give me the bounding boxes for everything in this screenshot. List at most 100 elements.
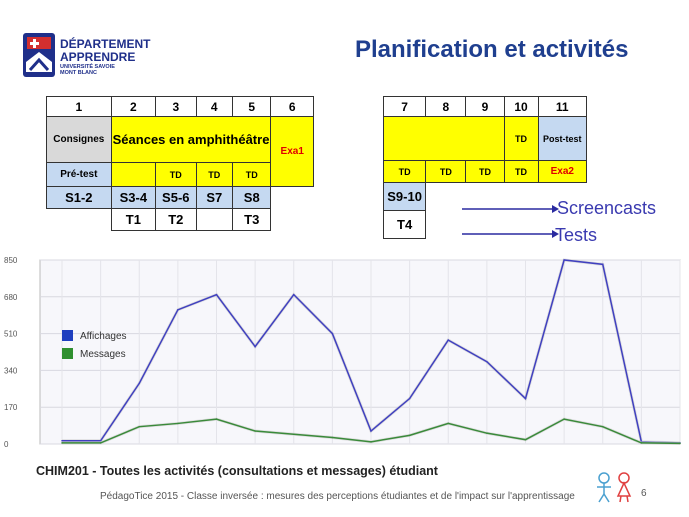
- empty-cell: [383, 116, 505, 161]
- test-cell: T2: [155, 208, 197, 231]
- session-cell: S3-4: [110, 186, 157, 209]
- arrows: [462, 205, 559, 238]
- data-point: [486, 360, 488, 363]
- td-cell: TD: [503, 160, 539, 183]
- data-point: [679, 442, 681, 445]
- data-point: [215, 293, 218, 296]
- legend-label: Messages: [80, 349, 126, 360]
- posttest-cell: Post-test: [537, 116, 588, 161]
- exa2-cell: Exa2: [537, 160, 588, 183]
- data-point: [61, 439, 63, 442]
- data-point: [254, 430, 256, 432]
- session-cell: S9-10: [382, 182, 427, 211]
- empty-cell: [271, 187, 314, 209]
- logo-line3: UNIVERSITÉ SAVOIE: [60, 64, 115, 70]
- arrow-right-icon: [552, 230, 559, 238]
- test-cell: T3: [232, 208, 272, 231]
- col-header: 6: [270, 96, 314, 117]
- exa1-cell: Exa1: [270, 116, 314, 187]
- data-point: [524, 438, 527, 441]
- empty-cell: [110, 162, 157, 187]
- data-point: [408, 397, 411, 400]
- kids-icon: [597, 472, 632, 503]
- plot-area: [39, 259, 681, 445]
- activity-chart: 850 680 510 340 170 0 Affichages Messages: [4, 256, 681, 449]
- data-point: [331, 332, 334, 335]
- test-cell: [195, 208, 234, 231]
- data-point: [215, 418, 218, 420]
- y-tick-label: 510: [4, 330, 18, 339]
- empty-cell: [271, 209, 314, 231]
- data-point: [640, 442, 643, 444]
- col-header: 5: [232, 96, 272, 117]
- data-point: [486, 432, 488, 434]
- y-tick-label: 0: [4, 440, 9, 449]
- logo-line1: DÉPARTEMENT: [60, 37, 151, 51]
- data-point: [177, 308, 179, 311]
- col-header: 8: [425, 96, 467, 117]
- screencasts-label: Screencasts: [557, 198, 657, 218]
- test-cell: T4: [382, 210, 427, 239]
- schedule-table-left: 1 2 3 4 5 6 Consignes Séances en amphith…: [46, 96, 314, 231]
- schedule-table-right: 7 8 9 10 11 TD Post-test TD TD TD TD Exa…: [382, 96, 588, 239]
- logo-emblem-icon: [23, 33, 55, 77]
- col-header: 7: [382, 96, 427, 117]
- data-point: [61, 442, 63, 444]
- data-point: [138, 425, 141, 428]
- td-cell: TD: [195, 162, 234, 187]
- td-cell: TD: [382, 160, 427, 183]
- data-point: [524, 397, 527, 400]
- session-cell: S5-6: [155, 186, 197, 209]
- empty-cell: [47, 209, 112, 231]
- legend-swatch: [62, 348, 73, 359]
- data-point: [370, 430, 372, 432]
- page-number: 6: [641, 488, 647, 499]
- pretest-cell: Pré-test: [46, 162, 112, 187]
- td-cell: TD: [503, 116, 539, 161]
- data-point: [99, 442, 102, 444]
- data-point: [292, 293, 295, 296]
- session-cell: S8: [232, 186, 272, 209]
- td-cell: TD: [465, 160, 505, 183]
- logo-line2: APPRENDRE: [60, 50, 136, 64]
- col-header: 3: [155, 96, 197, 117]
- data-point: [447, 339, 450, 341]
- data-point: [254, 345, 256, 348]
- y-tick-label: 680: [4, 293, 18, 302]
- data-point: [177, 422, 179, 425]
- data-point: [331, 436, 334, 439]
- seances-cell: Séances en amphithéâtre: [110, 116, 272, 163]
- y-tick-label: 170: [4, 403, 18, 412]
- col-header: 11: [537, 96, 588, 117]
- data-point: [563, 259, 565, 261]
- col-header: 9: [465, 96, 505, 117]
- td-cell: TD: [425, 160, 467, 183]
- consignes-cell: Consignes: [46, 116, 112, 163]
- footer-text: PédagoTice 2015 - Classe inversée : mesu…: [100, 491, 575, 502]
- y-tick-label: 850: [4, 256, 18, 265]
- arrow-right-icon: [552, 205, 559, 213]
- chart-title: CHIM201 - Toutes les activités (consulta…: [36, 464, 438, 478]
- logo-line4: MONT BLANC: [60, 70, 97, 76]
- data-point: [370, 441, 372, 443]
- data-point: [601, 425, 604, 428]
- td-cell: TD: [232, 162, 272, 187]
- logo: DÉPARTEMENT APPRENDRE UNIVERSITÉ SAVOIE …: [22, 32, 172, 80]
- page-title: Planification et activités: [355, 36, 629, 63]
- data-point: [138, 382, 141, 385]
- session-cell: S7: [195, 186, 234, 209]
- td-cell: TD: [155, 162, 197, 187]
- tests-label: Tests: [555, 225, 598, 245]
- y-tick-label: 340: [4, 366, 18, 375]
- data-point: [601, 263, 604, 266]
- data-point: [408, 434, 411, 437]
- legend-swatch: [62, 330, 73, 341]
- col-header: 4: [195, 96, 234, 117]
- legend-label: Affichages: [80, 331, 127, 342]
- col-header: 2: [110, 96, 157, 117]
- test-cell: T1: [110, 208, 157, 231]
- col-header: 1: [46, 96, 112, 117]
- data-point: [447, 422, 450, 425]
- col-header: 10: [503, 96, 539, 117]
- session-cell: S1-2: [46, 186, 112, 209]
